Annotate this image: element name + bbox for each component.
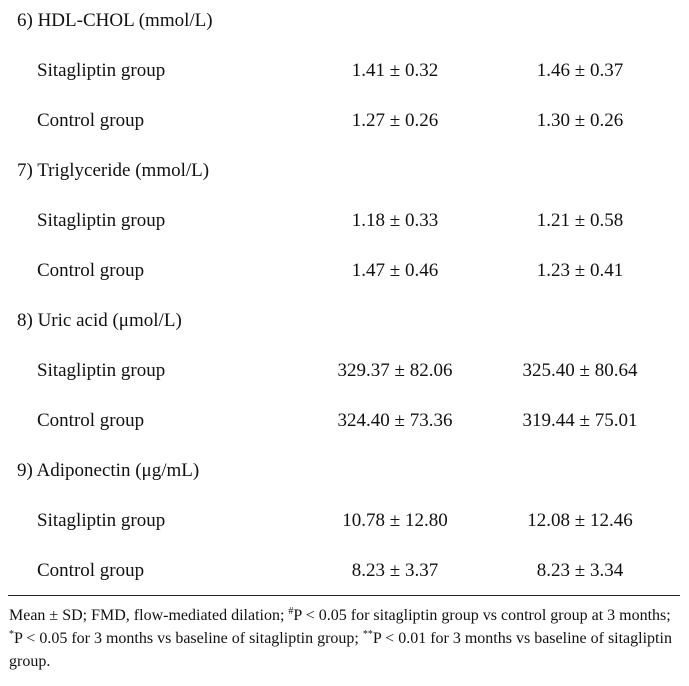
table-row: Sitagliptin group 10.78 ± 12.80 12.08 ± … bbox=[0, 506, 689, 536]
footnote-mark: * bbox=[9, 629, 14, 640]
value-cell: 324.40 ± 73.36 bbox=[337, 410, 453, 431]
table-row: Sitagliptin group 329.37 ± 82.06 325.40 … bbox=[0, 356, 689, 386]
value-cell: 1.30 ± 0.26 bbox=[536, 110, 624, 131]
group-label: Sitagliptin group bbox=[37, 510, 166, 531]
group-label: Sitagliptin group bbox=[37, 60, 166, 81]
value-cell: 319.44 ± 75.01 bbox=[522, 410, 638, 431]
table-row: Sitagliptin group 1.41 ± 0.32 1.46 ± 0.3… bbox=[0, 56, 689, 86]
table-row: Control group 1.27 ± 0.26 1.30 ± 0.26 bbox=[0, 106, 689, 136]
value-cell: 12.08 ± 12.46 bbox=[527, 510, 633, 531]
table-row: Control group 324.40 ± 73.36 319.44 ± 75… bbox=[0, 406, 689, 436]
table-footnote: Mean ± SD; FMD, flow-mediated dilation; … bbox=[9, 604, 681, 673]
section-header-row: 9) Adiponectin (μg/mL) bbox=[0, 456, 689, 486]
group-label: Control group bbox=[37, 110, 145, 131]
footnote-text: P < 0.05 for sitagliptin group vs contro… bbox=[293, 607, 671, 624]
table-bottom-rule bbox=[8, 595, 680, 596]
value-cell: 1.46 ± 0.37 bbox=[536, 60, 624, 81]
section-header-row: 6) HDL-CHOL (mmol/L) bbox=[0, 6, 689, 36]
footnote-mark: # bbox=[288, 606, 294, 617]
value-cell: 329.37 ± 82.06 bbox=[337, 360, 453, 381]
section-title: 9) Adiponectin (μg/mL) bbox=[17, 460, 200, 481]
value-cell: 325.40 ± 80.64 bbox=[522, 360, 638, 381]
section-title: 6) HDL-CHOL (mmol/L) bbox=[17, 10, 213, 31]
table-row: Control group 8.23 ± 3.37 8.23 ± 3.34 bbox=[0, 556, 689, 586]
value-cell: 8.23 ± 3.34 bbox=[536, 560, 624, 581]
section-header-row: 7) Triglyceride (mmol/L) bbox=[0, 156, 689, 186]
table-row: Control group 1.47 ± 0.46 1.23 ± 0.41 bbox=[0, 256, 689, 286]
footnote-text: P < 0.01 for 3 months vs baseline of sit… bbox=[9, 630, 672, 670]
group-label: Sitagliptin group bbox=[37, 210, 166, 231]
footnote-text: Mean ± SD; FMD, flow-mediated dilation; bbox=[9, 607, 289, 624]
section-title: 7) Triglyceride (mmol/L) bbox=[17, 160, 210, 181]
value-cell: 8.23 ± 3.37 bbox=[351, 560, 439, 581]
value-cell: 1.18 ± 0.33 bbox=[351, 210, 439, 231]
group-label: Sitagliptin group bbox=[37, 360, 166, 381]
footnote-mark: ** bbox=[362, 629, 373, 640]
footnote-text: P < 0.05 for 3 months vs baseline of sit… bbox=[14, 630, 363, 647]
table-row: Sitagliptin group 1.18 ± 0.33 1.21 ± 0.5… bbox=[0, 206, 689, 236]
value-cell: 1.23 ± 0.41 bbox=[536, 260, 624, 281]
value-cell: 10.78 ± 12.80 bbox=[342, 510, 448, 531]
group-label: Control group bbox=[37, 560, 145, 581]
value-cell: 1.21 ± 0.58 bbox=[536, 210, 624, 231]
value-cell: 1.41 ± 0.32 bbox=[351, 60, 439, 81]
value-cell: 1.27 ± 0.26 bbox=[351, 110, 439, 131]
group-label: Control group bbox=[37, 260, 145, 281]
section-header-row: 8) Uric acid (μmol/L) bbox=[0, 306, 689, 336]
section-title: 8) Uric acid (μmol/L) bbox=[17, 310, 182, 331]
value-cell: 1.47 ± 0.46 bbox=[351, 260, 439, 281]
group-label: Control group bbox=[37, 410, 145, 431]
